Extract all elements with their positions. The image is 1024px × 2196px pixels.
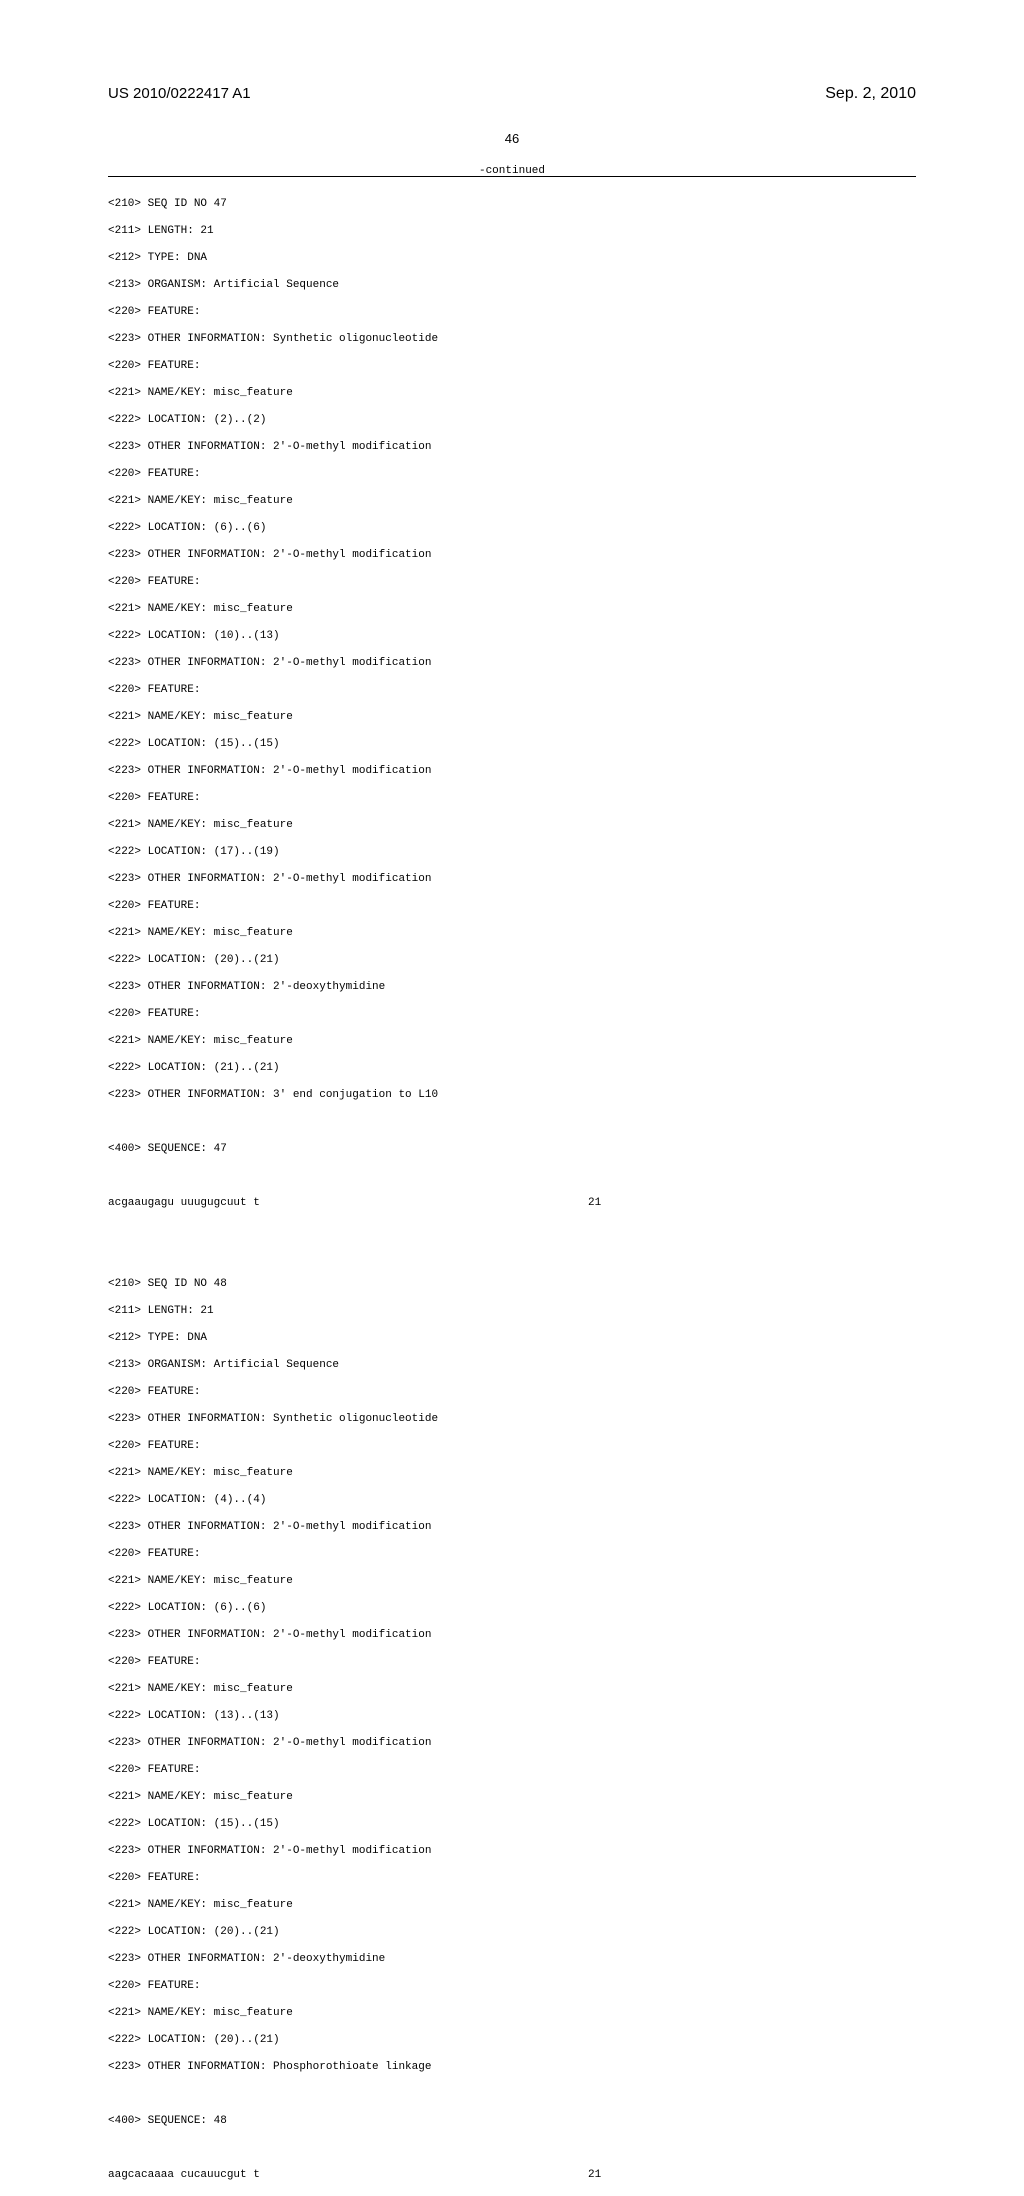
seq-blank: [108, 1224, 438, 1238]
seq-line: <223> OTHER INFORMATION: Synthetic oligo…: [108, 333, 438, 347]
seq-data: aagcacaaaa cucauucgut t: [108, 2169, 260, 2181]
seq-line: <213> ORGANISM: Artificial Sequence: [108, 1359, 438, 1373]
seq-line: <222> LOCATION: (20)..(21): [108, 954, 438, 968]
seq-line: <221> NAME/KEY: misc_feature: [108, 495, 438, 509]
seq-line: <223> OTHER INFORMATION: 2'-O-methyl mod…: [108, 1629, 438, 1643]
seq-blank: [108, 1116, 438, 1130]
seq-line: <222> LOCATION: (4)..(4): [108, 1494, 438, 1508]
seq-data: acgaaugagu uuugugcuut t: [108, 1197, 260, 1209]
seq-line: <220> FEATURE:: [108, 900, 438, 914]
seq-line: <220> FEATURE:: [108, 306, 438, 320]
seq-line: <220> FEATURE:: [108, 576, 438, 590]
seq-line: <220> FEATURE:: [108, 1548, 438, 1562]
seq-line: <220> FEATURE:: [108, 1386, 438, 1400]
seq-line: <400> SEQUENCE: 47: [108, 1143, 438, 1157]
seq-line: <220> FEATURE:: [108, 1440, 438, 1454]
seq-line: <220> FEATURE:: [108, 1764, 438, 1778]
seq-line: <222> LOCATION: (10)..(13): [108, 630, 438, 644]
seq-line: <223> OTHER INFORMATION: Phosphorothioat…: [108, 2061, 438, 2075]
publication-date: Sep. 2, 2010: [825, 85, 916, 103]
seq-line: <222> LOCATION: (6)..(6): [108, 1602, 438, 1616]
seq-line: <222> LOCATION: (15)..(15): [108, 738, 438, 752]
seq-line: <221> NAME/KEY: misc_feature: [108, 2007, 438, 2021]
seq-line: <220> FEATURE:: [108, 792, 438, 806]
page-number: 46: [0, 131, 1024, 146]
seq-line: <223> OTHER INFORMATION: 3' end conjugat…: [108, 1089, 438, 1103]
seq-line: <221> NAME/KEY: misc_feature: [108, 387, 438, 401]
seq-line: <210> SEQ ID NO 48: [108, 1278, 438, 1292]
seq-line: <221> NAME/KEY: misc_feature: [108, 603, 438, 617]
seq-line: <223> OTHER INFORMATION: 2'-O-methyl mod…: [108, 657, 438, 671]
seq-line: <221> NAME/KEY: misc_feature: [108, 1791, 438, 1805]
seq-blank: [108, 1251, 438, 1265]
seq-line: <222> LOCATION: (13)..(13): [108, 1710, 438, 1724]
publication-number: US 2010/0222417 A1: [108, 85, 251, 102]
seq-line: <222> LOCATION: (21)..(21): [108, 1062, 438, 1076]
seq-blank: [108, 2088, 438, 2102]
seq-line: <222> LOCATION: (20)..(21): [108, 1926, 438, 1940]
seq-line: <221> NAME/KEY: misc_feature: [108, 1035, 438, 1049]
seq-blank: [108, 2142, 438, 2156]
seq-line: <223> OTHER INFORMATION: 2'-O-methyl mod…: [108, 1521, 438, 1535]
header: US 2010/0222417 A1 Sep. 2, 2010: [0, 85, 1024, 103]
seq-line: <221> NAME/KEY: misc_feature: [108, 1575, 438, 1589]
seq-line: <223> OTHER INFORMATION: 2'-O-methyl mod…: [108, 1737, 438, 1751]
seq-data-row: acgaaugagu uuugugcuut t21: [108, 1197, 438, 1211]
seq-line: <221> NAME/KEY: misc_feature: [108, 1467, 438, 1481]
seq-line: <222> LOCATION: (2)..(2): [108, 414, 438, 428]
horizontal-rule: [108, 176, 916, 177]
seq-line: <221> NAME/KEY: misc_feature: [108, 711, 438, 725]
seq-line: <211> LENGTH: 21: [108, 1305, 438, 1319]
seq-line: <221> NAME/KEY: misc_feature: [108, 1899, 438, 1913]
seq-line: <220> FEATURE:: [108, 1980, 438, 1994]
seq-line: <220> FEATURE:: [108, 468, 438, 482]
seq-line: <211> LENGTH: 21: [108, 225, 438, 239]
seq-line: <221> NAME/KEY: misc_feature: [108, 1683, 438, 1697]
seq-line: <221> NAME/KEY: misc_feature: [108, 819, 438, 833]
seq-line: <220> FEATURE:: [108, 1008, 438, 1022]
seq-line: <222> LOCATION: (20)..(21): [108, 2034, 438, 2048]
seq-data-row: aagcacaaaa cucauucgut t21: [108, 2169, 438, 2183]
seq-blank: [108, 1170, 438, 1184]
seq-line: <223> OTHER INFORMATION: 2'-O-methyl mod…: [108, 441, 438, 455]
sequence-listing: <210> SEQ ID NO 47 <211> LENGTH: 21 <212…: [108, 184, 438, 2196]
seq-line: <221> NAME/KEY: misc_feature: [108, 927, 438, 941]
seq-line: <400> SEQUENCE: 48: [108, 2115, 438, 2129]
seq-line: <212> TYPE: DNA: [108, 252, 438, 266]
seq-line: <223> OTHER INFORMATION: 2'-O-methyl mod…: [108, 549, 438, 563]
seq-line: <212> TYPE: DNA: [108, 1332, 438, 1346]
seq-line: <222> LOCATION: (15)..(15): [108, 1818, 438, 1832]
seq-line: <223> OTHER INFORMATION: 2'-O-methyl mod…: [108, 1845, 438, 1859]
seq-line: <220> FEATURE:: [108, 1872, 438, 1886]
seq-length-display: 21: [588, 1197, 601, 1211]
seq-line: <220> FEATURE:: [108, 684, 438, 698]
seq-line: <222> LOCATION: (6)..(6): [108, 522, 438, 536]
seq-line: <222> LOCATION: (17)..(19): [108, 846, 438, 860]
seq-line: <223> OTHER INFORMATION: Synthetic oligo…: [108, 1413, 438, 1427]
seq-line: <220> FEATURE:: [108, 1656, 438, 1670]
seq-line: <210> SEQ ID NO 47: [108, 198, 438, 212]
seq-line: <223> OTHER INFORMATION: 2'-O-methyl mod…: [108, 765, 438, 779]
seq-line: <223> OTHER INFORMATION: 2'-deoxythymidi…: [108, 981, 438, 995]
seq-line: <213> ORGANISM: Artificial Sequence: [108, 279, 438, 293]
seq-line: <223> OTHER INFORMATION: 2'-deoxythymidi…: [108, 1953, 438, 1967]
seq-line: <223> OTHER INFORMATION: 2'-O-methyl mod…: [108, 873, 438, 887]
seq-line: <220> FEATURE:: [108, 360, 438, 374]
seq-length-display: 21: [588, 2169, 601, 2183]
